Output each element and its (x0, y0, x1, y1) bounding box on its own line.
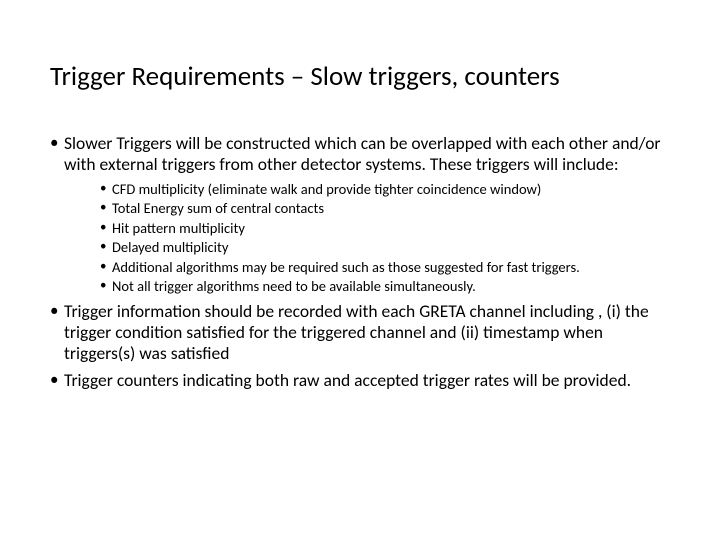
bullet-list-level1: Slower Triggers will be constructed whic… (50, 133, 670, 391)
sub-bullet-text: Total Energy sum of central contacts (112, 199, 324, 217)
sub-bullet-item: Delayed multiplicity (100, 239, 670, 256)
slide-title: Trigger Requirements – Slow triggers, co… (50, 60, 670, 93)
bullet-text: Trigger information should be recorded w… (64, 300, 649, 364)
slide: Trigger Requirements – Slow triggers, co… (0, 0, 720, 540)
sub-bullet-text: Additional algorithms may be required su… (112, 258, 580, 276)
sub-bullet-text: CFD multiplicity (eliminate walk and pro… (112, 180, 541, 198)
sub-bullet-item: Hit pattern multiplicity (100, 220, 670, 237)
sub-bullet-text: Not all trigger algorithms need to be av… (112, 277, 476, 295)
sub-bullet-item: Not all trigger algorithms need to be av… (100, 278, 670, 295)
bullet-text: Slower Triggers will be constructed whic… (64, 132, 661, 175)
bullet-item: Slower Triggers will be constructed whic… (50, 133, 670, 295)
sub-bullet-text: Hit pattern multiplicity (112, 219, 245, 237)
bullet-list-level2: CFD multiplicity (eliminate walk and pro… (64, 181, 670, 295)
bullet-text: Trigger counters indicating both raw and… (64, 369, 631, 391)
bullet-item: Trigger counters indicating both raw and… (50, 370, 670, 391)
bullet-item: Trigger information should be recorded w… (50, 301, 670, 364)
sub-bullet-item: Additional algorithms may be required su… (100, 259, 670, 276)
sub-bullet-item: CFD multiplicity (eliminate walk and pro… (100, 181, 670, 198)
sub-bullet-text: Delayed multiplicity (112, 238, 228, 256)
sub-bullet-item: Total Energy sum of central contacts (100, 200, 670, 217)
